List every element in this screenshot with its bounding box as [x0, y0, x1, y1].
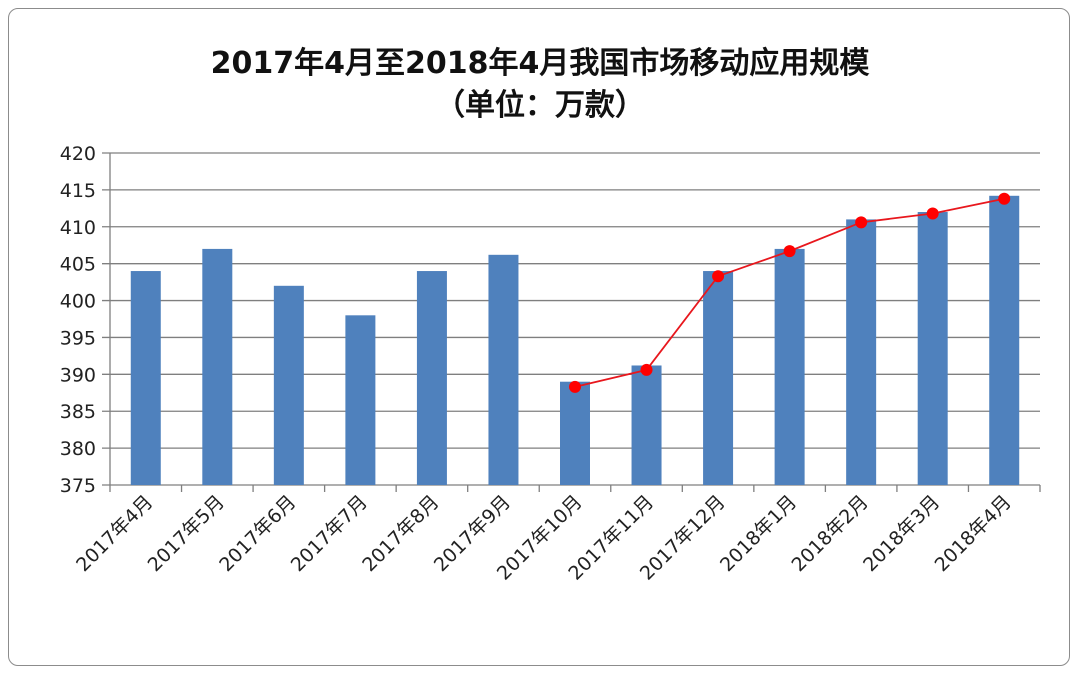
y-tick-label: 380 [60, 438, 96, 460]
line-marker [783, 245, 796, 258]
bar [631, 365, 662, 485]
y-tick-label: 390 [60, 364, 96, 386]
bar [917, 212, 948, 485]
line-marker [569, 380, 581, 393]
bar [560, 381, 590, 485]
line-marker [998, 192, 1011, 205]
x-tick-label: 2017年4月 [72, 491, 157, 576]
y-tick-label: 415 [60, 180, 96, 202]
y-tick-label: 385 [60, 401, 96, 423]
chart-subtitle: （单位：万款） [435, 88, 645, 123]
bar [202, 248, 233, 485]
line-marker [855, 216, 868, 229]
chart-title: 2017年4月至2018年4月我国市场移动应用规模 [210, 46, 870, 81]
y-tick-label: 395 [60, 327, 96, 349]
x-tick-label: 2018年1月 [716, 491, 801, 576]
bar [703, 271, 734, 485]
y-tick-label: 400 [60, 291, 96, 313]
bar [130, 271, 161, 485]
bar [273, 285, 304, 485]
y-tick-label: 410 [60, 217, 96, 239]
y-tick-label: 375 [60, 475, 96, 497]
bar [488, 254, 519, 485]
x-tick-label: 2017年5月 [144, 491, 229, 576]
x-tick-label: 2018年4月 [931, 491, 1016, 576]
line-marker [640, 363, 653, 376]
line-marker [712, 270, 725, 283]
bar [989, 195, 1020, 485]
y-tick-label: 405 [60, 254, 96, 276]
y-tick-label: 420 [60, 143, 96, 165]
x-tick-label: 2017年8月 [358, 491, 443, 576]
x-tick-label: 2018年2月 [788, 491, 873, 576]
chart-frame [8, 8, 1070, 666]
bar [774, 248, 805, 485]
line-marker [926, 207, 939, 220]
x-tick-label: 2017年7月 [287, 491, 372, 576]
bar [416, 271, 447, 485]
bar [846, 219, 877, 485]
x-tick-label: 2018年3月 [859, 491, 944, 576]
bar [345, 315, 376, 485]
x-tick-label: 2017年6月 [215, 491, 300, 576]
